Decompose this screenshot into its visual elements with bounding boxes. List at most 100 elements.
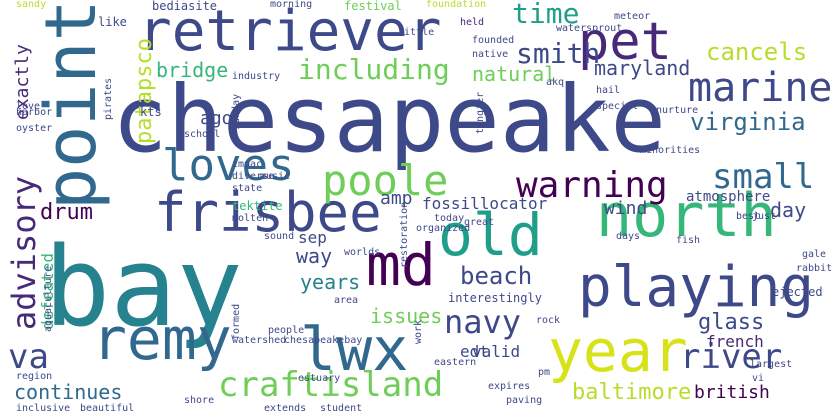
cloud-word: fish	[676, 235, 701, 246]
cloud-word: wind	[604, 198, 648, 219]
cloud-word: sandy	[16, 0, 47, 10]
cloud-word: continues	[14, 380, 123, 404]
cloud-word: years	[300, 270, 361, 294]
cloud-word: playing	[578, 255, 815, 320]
cloud-word: people	[268, 325, 305, 336]
cloud-word: morning	[270, 0, 313, 10]
cloud-word: chesapeakebay	[284, 335, 363, 346]
cloud-word: loves	[162, 140, 295, 191]
cloud-word: great	[464, 217, 495, 228]
cloud-word: bridge	[156, 58, 229, 82]
cloud-word: md	[366, 231, 436, 299]
cloud-word: rabbit	[796, 263, 833, 274]
cloud-word: amp	[380, 188, 413, 209]
cloud-word: drum	[40, 200, 93, 225]
cloud-word: river	[680, 337, 783, 377]
cloud-word: kts	[140, 105, 162, 119]
cloud-word: like	[98, 15, 127, 29]
cloud-word: pm	[538, 367, 551, 378]
cloud-word: native	[472, 49, 509, 60]
cloud-word: inclusive	[16, 403, 71, 414]
cloud-word: student	[320, 403, 363, 414]
cloud-word: harbor	[16, 107, 53, 118]
cloud-word: old	[438, 201, 543, 269]
cloud-word: days	[616, 231, 641, 242]
cloud-word: north	[596, 181, 777, 251]
cloud-word: akq	[546, 77, 565, 88]
cloud-word: gale	[802, 249, 827, 260]
cloud-word: extends	[264, 403, 307, 414]
cloud-word: british	[694, 382, 770, 403]
cloud-word: school	[184, 129, 221, 140]
cloud-word: va	[8, 337, 49, 377]
cloud-word: sep	[298, 228, 327, 247]
cloud-word: glass	[698, 310, 765, 335]
cloud-word: founded	[472, 35, 515, 46]
cloud-word: aquaculture	[43, 265, 54, 332]
cloud-word: nurture	[656, 105, 699, 116]
cloud-word: beautiful	[80, 403, 135, 414]
cloud-word: organized	[416, 223, 471, 234]
cloud-word: work	[413, 319, 424, 344]
cloud-word: festival	[344, 0, 402, 13]
cloud-word: vi	[752, 373, 765, 384]
cloud-word: ago	[200, 108, 233, 129]
cloud-word: patapsco	[132, 38, 157, 144]
cloud-word: held	[460, 17, 485, 28]
cloud-word: meteor	[614, 11, 651, 22]
cloud-word: watershed	[232, 335, 287, 346]
cloud-word: advisory	[5, 175, 43, 330]
cloud-word: frisbee	[154, 181, 382, 244]
cloud-word: maryland	[594, 56, 691, 80]
cloud-word: cancels	[706, 38, 808, 66]
cloud-word: baltimore	[572, 380, 692, 405]
cloud-word: retriever	[138, 0, 442, 64]
cloud-word: interestingly	[448, 291, 542, 305]
cloud-word: ejected	[772, 285, 823, 299]
cloud-word: chesapeake	[112, 66, 666, 173]
cloud-word: expires	[488, 381, 531, 392]
cloud-word: year	[548, 317, 688, 385]
cloud-word: remy	[92, 305, 232, 373]
cloud-word: poole	[322, 156, 449, 205]
cloud-word: largest	[750, 359, 793, 370]
cloud-word: molten	[232, 213, 269, 224]
cloud-word: minorities	[640, 145, 701, 156]
cloud-word: lwx	[300, 315, 409, 385]
cloud-word: diverse	[232, 171, 275, 182]
cloud-word: little	[398, 27, 435, 38]
cloud-word: estuary	[298, 373, 341, 384]
cloud-word: music	[260, 171, 291, 182]
cloud-word: french	[706, 332, 764, 351]
cloud-word: pirates	[103, 77, 114, 120]
cloud-word: time	[512, 0, 580, 30]
cloud-word: including	[298, 53, 450, 86]
cloud-word v: point	[30, 0, 112, 210]
cloud-word: watersprout	[556, 23, 623, 34]
cloud-word: valid	[472, 342, 521, 361]
cloud-word: issues	[370, 304, 443, 328]
cloud-word: natural	[472, 62, 557, 86]
cloud-word: area	[334, 295, 359, 306]
cloud-word: impac	[232, 159, 263, 170]
cloud-word: shore	[184, 395, 215, 406]
cloud-word: way	[296, 244, 333, 268]
cloud-word: oyster	[16, 123, 53, 134]
cloud-word: rock	[536, 315, 561, 326]
cloud-word: restoration	[399, 201, 410, 268]
cloud-word: foundation	[426, 0, 487, 10]
cloud-word: best	[736, 211, 761, 222]
cloud-word: sound	[264, 231, 295, 242]
cloud-word: state	[232, 183, 263, 194]
cloud-word: tangier	[475, 91, 486, 134]
cloud-word: region	[16, 371, 53, 382]
cloud-word: atmosphere	[686, 189, 771, 205]
cloud-word: craftisland	[218, 365, 444, 405]
cloud-word: formed	[231, 303, 242, 340]
cloud-word: fossillocator	[422, 194, 548, 213]
cloud-word: small	[712, 157, 815, 197]
cloud-word: just	[752, 211, 777, 222]
cloud-word: marine	[688, 65, 833, 111]
cloud-word: navy	[444, 303, 522, 341]
